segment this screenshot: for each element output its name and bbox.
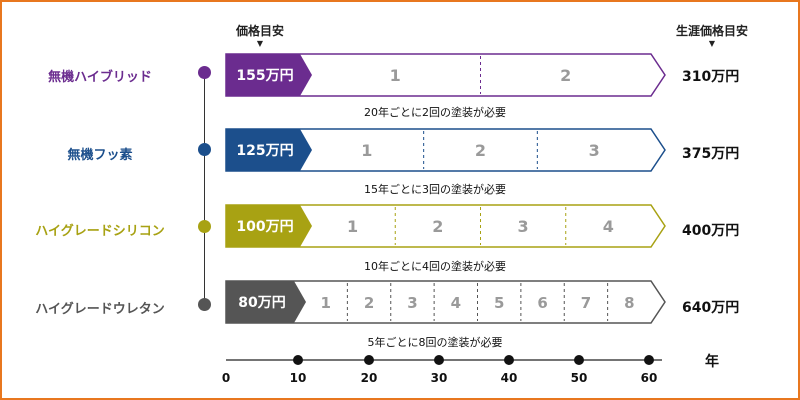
down-arrow-icon: ▼ [256,39,264,48]
repaint-note: 10年ごとに4回の塗装が必要 [364,260,506,273]
painting-number: 3 [589,141,600,160]
repaint-note: 15年ごとに3回の塗装が必要 [364,183,506,196]
timeline-connector [204,72,205,308]
axis-tick-dot [364,355,374,365]
repaint-note: 5年ごとに8回の塗装が必要 [367,336,503,349]
axis-tick-dot [293,355,303,365]
painting-number: 4 [603,217,614,236]
row-label-highgrade-silicone: ハイグレードシリコン [35,224,165,239]
painting-number: 3 [518,217,529,236]
painting-number: 1 [361,141,372,160]
price-guide-label: 価格目安 [235,24,284,38]
painting-number: 2 [364,294,374,312]
price-label: 155万円 [236,68,293,84]
price-block [226,129,312,171]
axis-tick-label: 10 [289,371,307,385]
price-label: 125万円 [236,143,293,159]
lifetime-total: 375万円 [682,146,740,162]
lifetime-total: 310万円 [682,69,740,85]
row-marker-dot [198,298,211,311]
axis-tick-label: 0 [221,371,231,385]
price-guide-header: 価格目安 ▼ [222,22,298,49]
painting-number: 2 [475,141,486,160]
painting-number: 1 [390,66,401,85]
row-marker-dot [198,143,211,156]
painting-number: 7 [581,294,591,312]
lifetime-guide-label: 生涯価格目安 [675,24,748,38]
row-label-inorganic-fluorine: 無機フッ素 [67,148,133,163]
row-marker-dot [198,220,211,233]
axis-tick-dot [644,355,654,365]
axis-tick-dot [504,355,514,365]
axis-tick-label: 40 [500,371,518,385]
painting-number: 6 [537,294,547,312]
row-label-highgrade-urethane: ハイグレードウレタン [35,302,165,317]
painting-number: 4 [451,294,461,312]
price-block [226,54,312,96]
painting-number: 2 [432,217,443,236]
price-label: 100万円 [236,219,293,235]
painting-number: 5 [494,294,504,312]
price-block [226,205,312,247]
lifetime-total: 640万円 [682,300,740,316]
painting-number: 1 [347,217,358,236]
lifetime-guide-header: 生涯価格目安 ▼ [666,22,758,49]
axis-tick-label: 30 [430,371,448,385]
repaint-note: 20年ごとに2回の塗装が必要 [364,106,506,119]
axis-tick-label: 50 [570,371,588,385]
axis-tick-label: 60 [640,371,658,385]
painting-number: 3 [407,294,417,312]
row-marker-dot [198,66,211,79]
axis-tick-dot [434,355,444,365]
painting-number: 2 [560,66,571,85]
price-block [226,281,306,323]
row-label-inorganic-hybrid: 無機ハイブリッド [48,70,152,85]
lifetime-total: 400万円 [682,223,740,239]
axis-tick-label: 20 [360,371,378,385]
down-arrow-icon: ▼ [708,39,716,48]
painting-number: 8 [624,294,634,312]
axis-tick-dot [574,355,584,365]
axis-unit-label: 年 [705,354,719,370]
painting-number: 1 [320,294,330,312]
price-label: 80万円 [238,295,285,311]
